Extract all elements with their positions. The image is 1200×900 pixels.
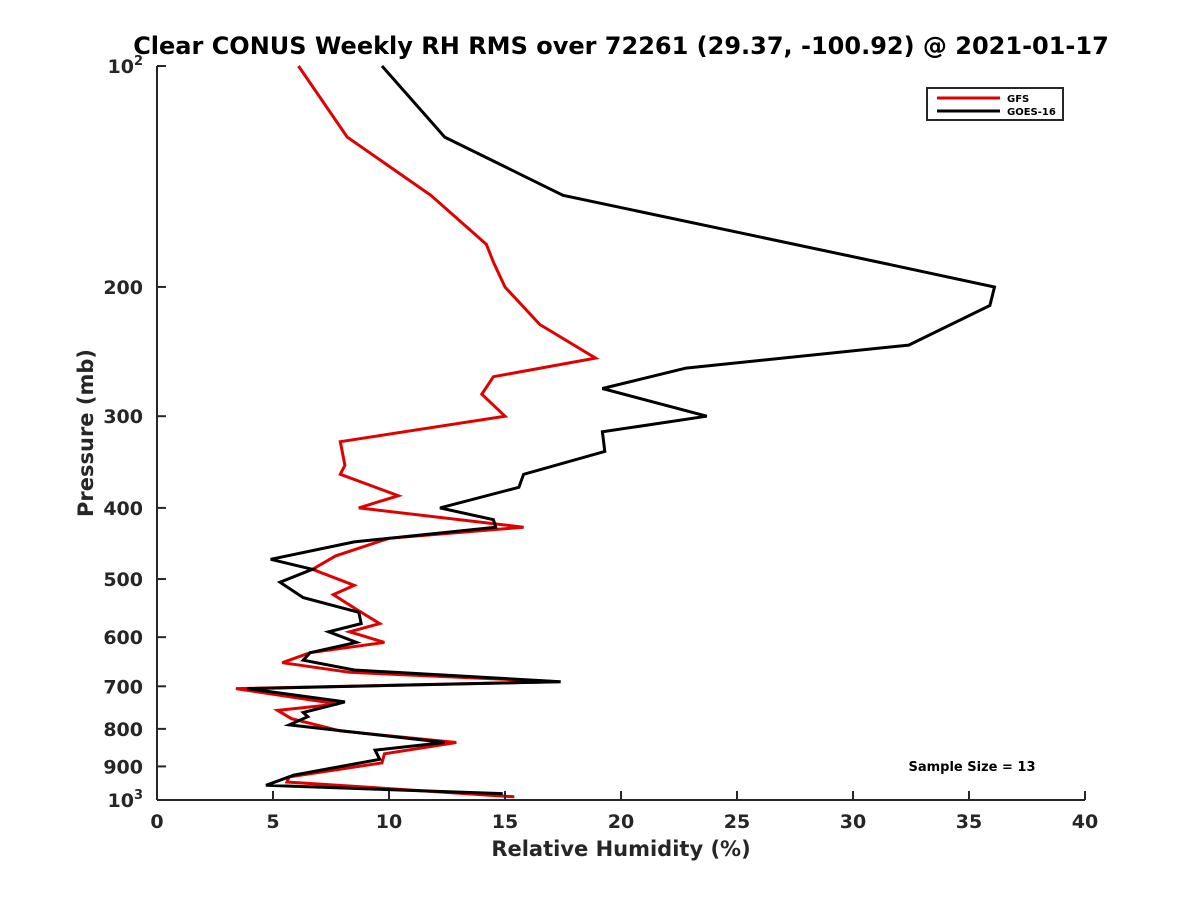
y-tick-label: 200: [103, 277, 143, 299]
plot-lines: [235, 65, 997, 799]
series-line-gfs: [235, 65, 600, 799]
y-tick-label: 700: [103, 676, 143, 698]
chart-title: Clear CONUS Weekly RH RMS over 72261 (29…: [133, 32, 1109, 60]
x-tick-label: 20: [608, 811, 634, 833]
x-tick-label: 10: [376, 811, 402, 833]
x-tick-label: 5: [266, 811, 279, 833]
y-tick-label: 300: [103, 406, 143, 428]
y-tick-label: 102: [108, 54, 144, 78]
y-tick-label: 800: [103, 719, 143, 741]
x-tick-label: 25: [724, 811, 750, 833]
axes: 0 5 10 15 20 25 30 35 40 102 200 300 400 500 600 700 800…: [103, 54, 1098, 833]
x-tick-label: 0: [150, 811, 163, 833]
x-tick-label: 35: [956, 811, 982, 833]
y-tick-label: 600: [103, 627, 143, 649]
legend: GFS GOES-16: [926, 87, 1064, 121]
legend-label: GFS: [1007, 94, 1029, 105]
x-tick-label: 40: [1072, 811, 1098, 833]
x-tick-label: 15: [492, 811, 518, 833]
y-tick-label: 500: [103, 569, 143, 591]
y-axis-label: Pressure (mb): [74, 349, 98, 517]
y-tick-label: 103: [108, 788, 144, 812]
y-tick-label: 400: [103, 498, 143, 520]
series-line-goes-16: [247, 65, 997, 796]
legend-box: [926, 87, 1064, 121]
y-tick-label: 900: [103, 756, 143, 778]
sample-size-annotation: Sample Size = 13: [908, 760, 1035, 775]
legend-label: GOES-16: [1007, 107, 1056, 118]
x-axis-label: Relative Humidity (%): [491, 837, 750, 861]
x-tick-label: 30: [840, 811, 866, 833]
